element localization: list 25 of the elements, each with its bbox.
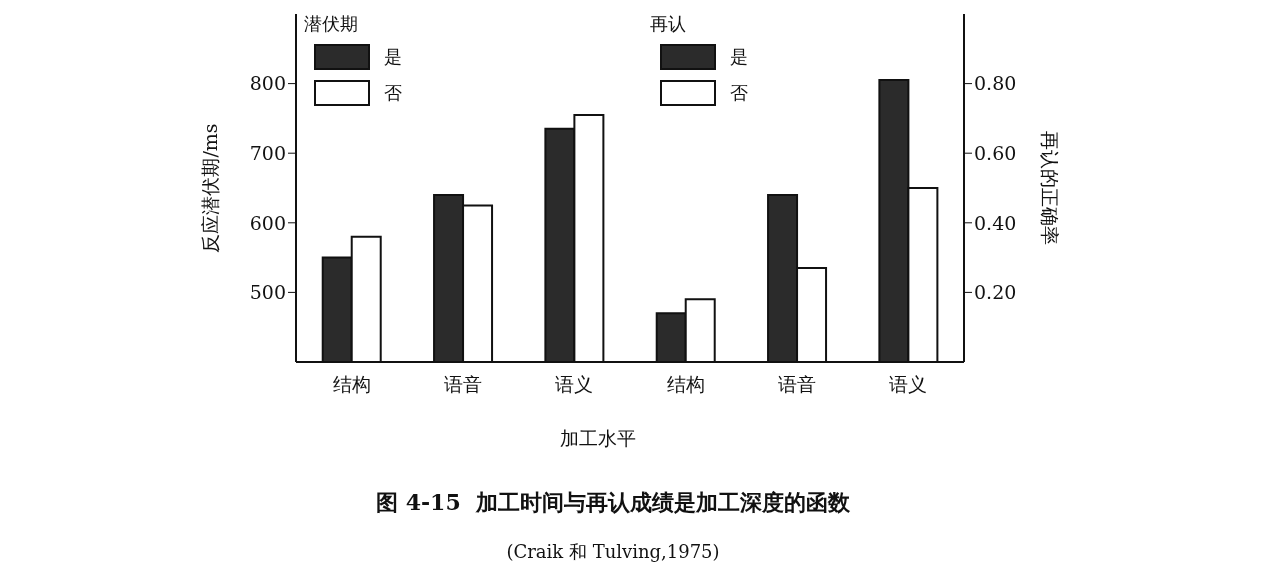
y-tick-label: 800	[249, 72, 286, 95]
y2-tick-label: 0.60	[974, 141, 1017, 164]
x-tick-label: 结构	[666, 373, 705, 396]
x-tick-label: 语义	[889, 373, 928, 396]
y2-tick-label: 0.80	[974, 72, 1017, 95]
y-tick-label: 500	[249, 281, 286, 304]
y-axis-title: 反应潜伏期/ms	[198, 123, 221, 253]
legend-title: 潜伏期	[304, 12, 359, 36]
text: (Craik 和 Tulving,1975)	[505, 540, 721, 564]
x-tick-label: 语音	[778, 373, 816, 396]
text: 图 4-15 加工时间与再认成绩是加工深度的函数	[375, 488, 851, 517]
legend-label: 是	[730, 45, 748, 69]
legend-label: 否	[384, 81, 402, 105]
x-axis-title: 加工水平	[559, 426, 637, 451]
y2-tick-label: 0.20	[974, 281, 1017, 304]
x-tick-label: 语音	[444, 373, 482, 396]
legend-label: 否	[730, 81, 748, 105]
y-tick-label: 600	[249, 211, 286, 234]
x-tick-label: 结构	[332, 373, 371, 396]
x-tick-label: 语义	[555, 373, 594, 396]
y-tick-label: 700	[249, 141, 286, 164]
legend-label: 是	[384, 45, 402, 69]
y2-axis-title: 再认的正确率	[1039, 131, 1062, 245]
y2-tick-label: 0.40	[974, 211, 1017, 234]
legend-title: 再认	[650, 12, 687, 36]
